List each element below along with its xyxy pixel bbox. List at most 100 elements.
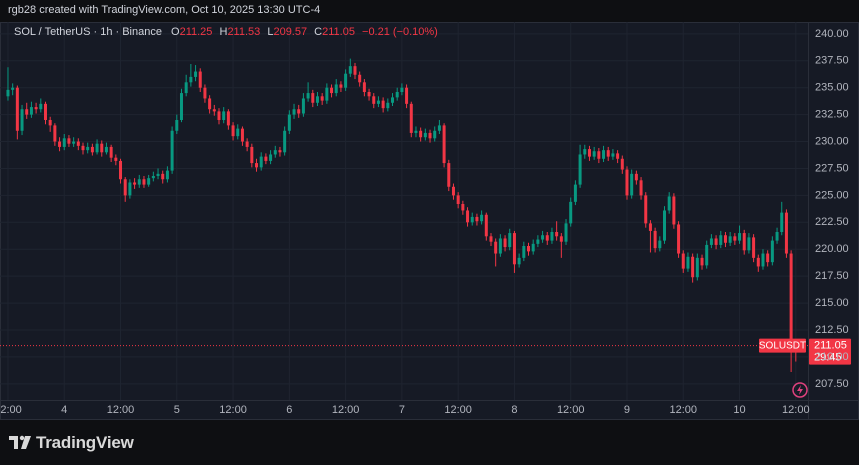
candle-body	[358, 74, 362, 83]
candle-body	[442, 125, 446, 164]
candle-body	[240, 128, 244, 142]
candle-body	[217, 111, 221, 120]
candle-body	[602, 150, 606, 159]
candle-body	[245, 141, 249, 147]
candle-body	[653, 230, 657, 249]
candle-body	[151, 176, 155, 179]
candle-body	[133, 182, 137, 185]
candle-body	[226, 111, 230, 126]
legend: SOL / TetherUS · 1h · Binance O211.25 H2…	[14, 26, 438, 38]
candle-body	[198, 71, 202, 88]
candle-body	[95, 143, 99, 153]
candle-body	[447, 163, 451, 187]
candle-body	[100, 143, 104, 153]
candle-body	[175, 120, 179, 131]
candle-body	[278, 150, 282, 153]
candle-body	[723, 235, 727, 243]
candle-body	[179, 93, 183, 120]
candle-body	[72, 141, 76, 144]
candle-body	[639, 180, 643, 196]
candle-body	[76, 141, 80, 146]
brand: TradingView	[36, 433, 134, 452]
candle-body	[752, 237, 756, 258]
candle-body	[81, 145, 85, 151]
symbol: SOL / TetherUS · 1h · Binance	[14, 26, 162, 38]
candle-body	[461, 204, 465, 211]
x-tick-label: 12:00	[782, 404, 810, 416]
candle-body	[541, 235, 545, 240]
symbol-tag: SOLUSDT	[759, 340, 806, 351]
candle-body	[742, 233, 746, 251]
candle-body	[142, 179, 146, 185]
candle-body	[292, 109, 296, 115]
legend-value: 209.57	[273, 26, 308, 38]
y-tick-label: 235.00	[815, 82, 849, 94]
candle-body	[334, 84, 338, 94]
legend-label: C	[314, 26, 323, 38]
candle-body	[484, 214, 488, 237]
candle-body	[738, 233, 742, 241]
candle-body	[634, 173, 638, 181]
candle-body	[386, 102, 390, 109]
candle-body	[104, 146, 108, 153]
candle-body	[644, 195, 648, 224]
candle-body	[695, 257, 699, 278]
candle-body	[409, 103, 413, 133]
candle-body	[691, 256, 695, 278]
candle-body	[29, 107, 33, 115]
x-tick-label: 12:00	[557, 404, 585, 416]
candle-body	[20, 109, 24, 131]
candle-body	[367, 92, 371, 97]
candle-body	[67, 138, 71, 144]
candle-body	[250, 146, 254, 164]
candle-body	[25, 109, 29, 115]
candle-body	[578, 154, 582, 185]
candle-body	[503, 238, 507, 248]
y-tick-label: 210.00	[815, 351, 849, 363]
candle-body	[625, 169, 629, 196]
candle-body	[428, 132, 432, 139]
candle-body	[362, 82, 366, 92]
candle-body	[62, 138, 66, 147]
candle-body	[86, 146, 90, 151]
candle-body	[587, 149, 591, 157]
candle-body	[419, 130, 423, 138]
candle-body	[283, 130, 287, 153]
candle-body	[700, 257, 704, 266]
legend-label: H	[219, 26, 228, 38]
candle-body	[494, 241, 498, 254]
candle-body	[203, 87, 207, 99]
candle-body	[255, 163, 259, 168]
candle-body	[414, 130, 418, 133]
candle-body	[658, 240, 662, 249]
candle-body	[784, 212, 788, 254]
x-tick-label: 4	[61, 404, 67, 416]
candle-body	[53, 125, 57, 142]
candle-body	[663, 210, 667, 241]
candle-body	[648, 223, 652, 231]
candle-body	[170, 130, 174, 171]
candle-body	[620, 158, 624, 170]
alert-icon	[792, 382, 808, 398]
x-tick-label: 5	[174, 404, 180, 416]
price-tag: 211.05	[814, 340, 847, 352]
candle-body	[184, 82, 188, 94]
candle-body	[344, 73, 348, 88]
y-tick-label: 227.50	[815, 162, 849, 174]
legend-label: O	[171, 26, 180, 38]
grid	[0, 22, 808, 400]
y-tick-label: 240.00	[815, 28, 849, 40]
candle-body	[208, 98, 212, 110]
candle-body	[508, 233, 512, 248]
x-tick-label: 12:00	[107, 404, 135, 416]
y-tick-label: 207.50	[815, 378, 849, 390]
candle-body	[583, 149, 587, 155]
candle-body	[705, 244, 709, 266]
candle-body	[315, 96, 319, 103]
candle-body	[400, 87, 404, 92]
candle-body	[123, 179, 127, 196]
candle-body	[43, 103, 47, 120]
candle-body	[114, 157, 118, 161]
candle-body	[527, 246, 531, 252]
